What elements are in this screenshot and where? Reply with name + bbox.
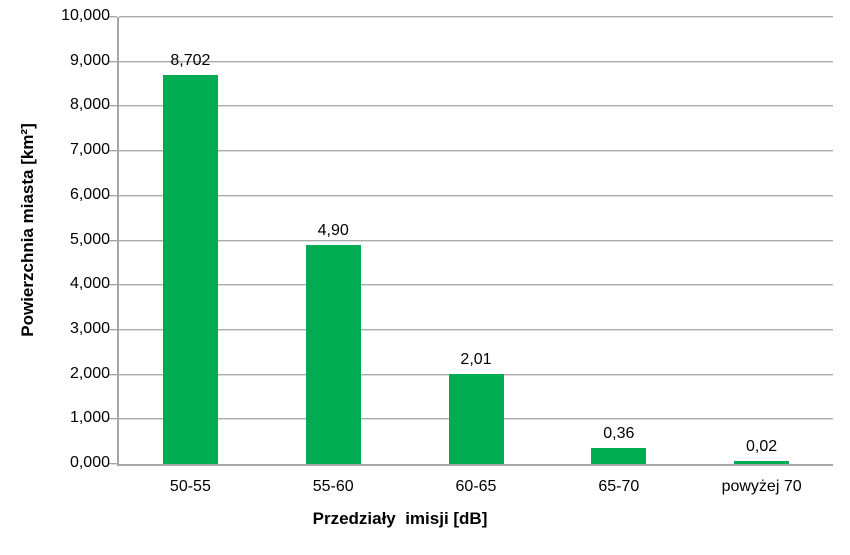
- bar-value-label: 2,01: [460, 351, 492, 369]
- bar: [448, 374, 504, 464]
- gridline: [119, 194, 833, 196]
- bar-value-label: 0,02: [746, 438, 778, 455]
- gridline: [119, 60, 833, 62]
- y-axis-tick: [108, 105, 117, 107]
- gridline: [119, 328, 833, 330]
- gridline: [119, 16, 833, 17]
- y-axis-tick-label: 0,000: [69, 454, 110, 471]
- y-axis-tick-label: 1,000: [69, 409, 110, 427]
- y-axis-tick-label: 8,000: [69, 96, 110, 114]
- y-axis-tick-label: 2,000: [69, 364, 110, 382]
- bar: [162, 75, 218, 464]
- y-axis-tick: [108, 60, 117, 62]
- plot-area: 8,702 4,90 2,01 0,36 0,02: [108, 16, 833, 466]
- gridline: [119, 150, 833, 152]
- y-axis-tick: [108, 194, 117, 196]
- bar-value-label: 0,36: [603, 424, 635, 442]
- bar-value-label: 8,702: [170, 52, 211, 70]
- x-axis-tick-label: 55-60: [312, 478, 354, 495]
- y-axis-tick-label: 10,000: [61, 7, 110, 24]
- y-axis-tick: [108, 373, 117, 375]
- x-axis-title: Przedziały imisji [dB]: [312, 509, 488, 528]
- gridline: [119, 105, 833, 107]
- y-axis-tick-label: 3,000: [69, 319, 110, 337]
- y-axis-tick-label: 6,000: [69, 185, 110, 203]
- bar: [305, 244, 361, 464]
- gridline: [119, 284, 833, 286]
- y-axis-tick-label: 9,000: [69, 51, 110, 69]
- y-axis-tick: [108, 239, 117, 241]
- bar: [591, 447, 647, 464]
- gridline: [119, 239, 833, 241]
- x-axis-tick-label: powyżej 70: [721, 478, 802, 495]
- y-axis-tick: [108, 16, 117, 17]
- y-axis-tick-label: 7,000: [69, 141, 110, 159]
- bar-value-label: 4,90: [317, 221, 349, 239]
- x-axis-tick-label: 60-65: [455, 478, 497, 495]
- y-axis-tick: [108, 463, 117, 464]
- y-axis-tick: [108, 418, 117, 420]
- y-axis-tick-label: 5,000: [69, 230, 110, 248]
- bar: [734, 461, 790, 464]
- gridline: [119, 373, 833, 375]
- y-axis-tick: [108, 328, 117, 330]
- x-axis-tick-label: 50-55: [169, 478, 211, 495]
- y-axis-tick: [108, 284, 117, 286]
- y-axis-tick: [108, 150, 117, 152]
- x-axis-tick-label: 65-70: [598, 478, 640, 495]
- y-axis-tick-label: 4,000: [69, 275, 110, 293]
